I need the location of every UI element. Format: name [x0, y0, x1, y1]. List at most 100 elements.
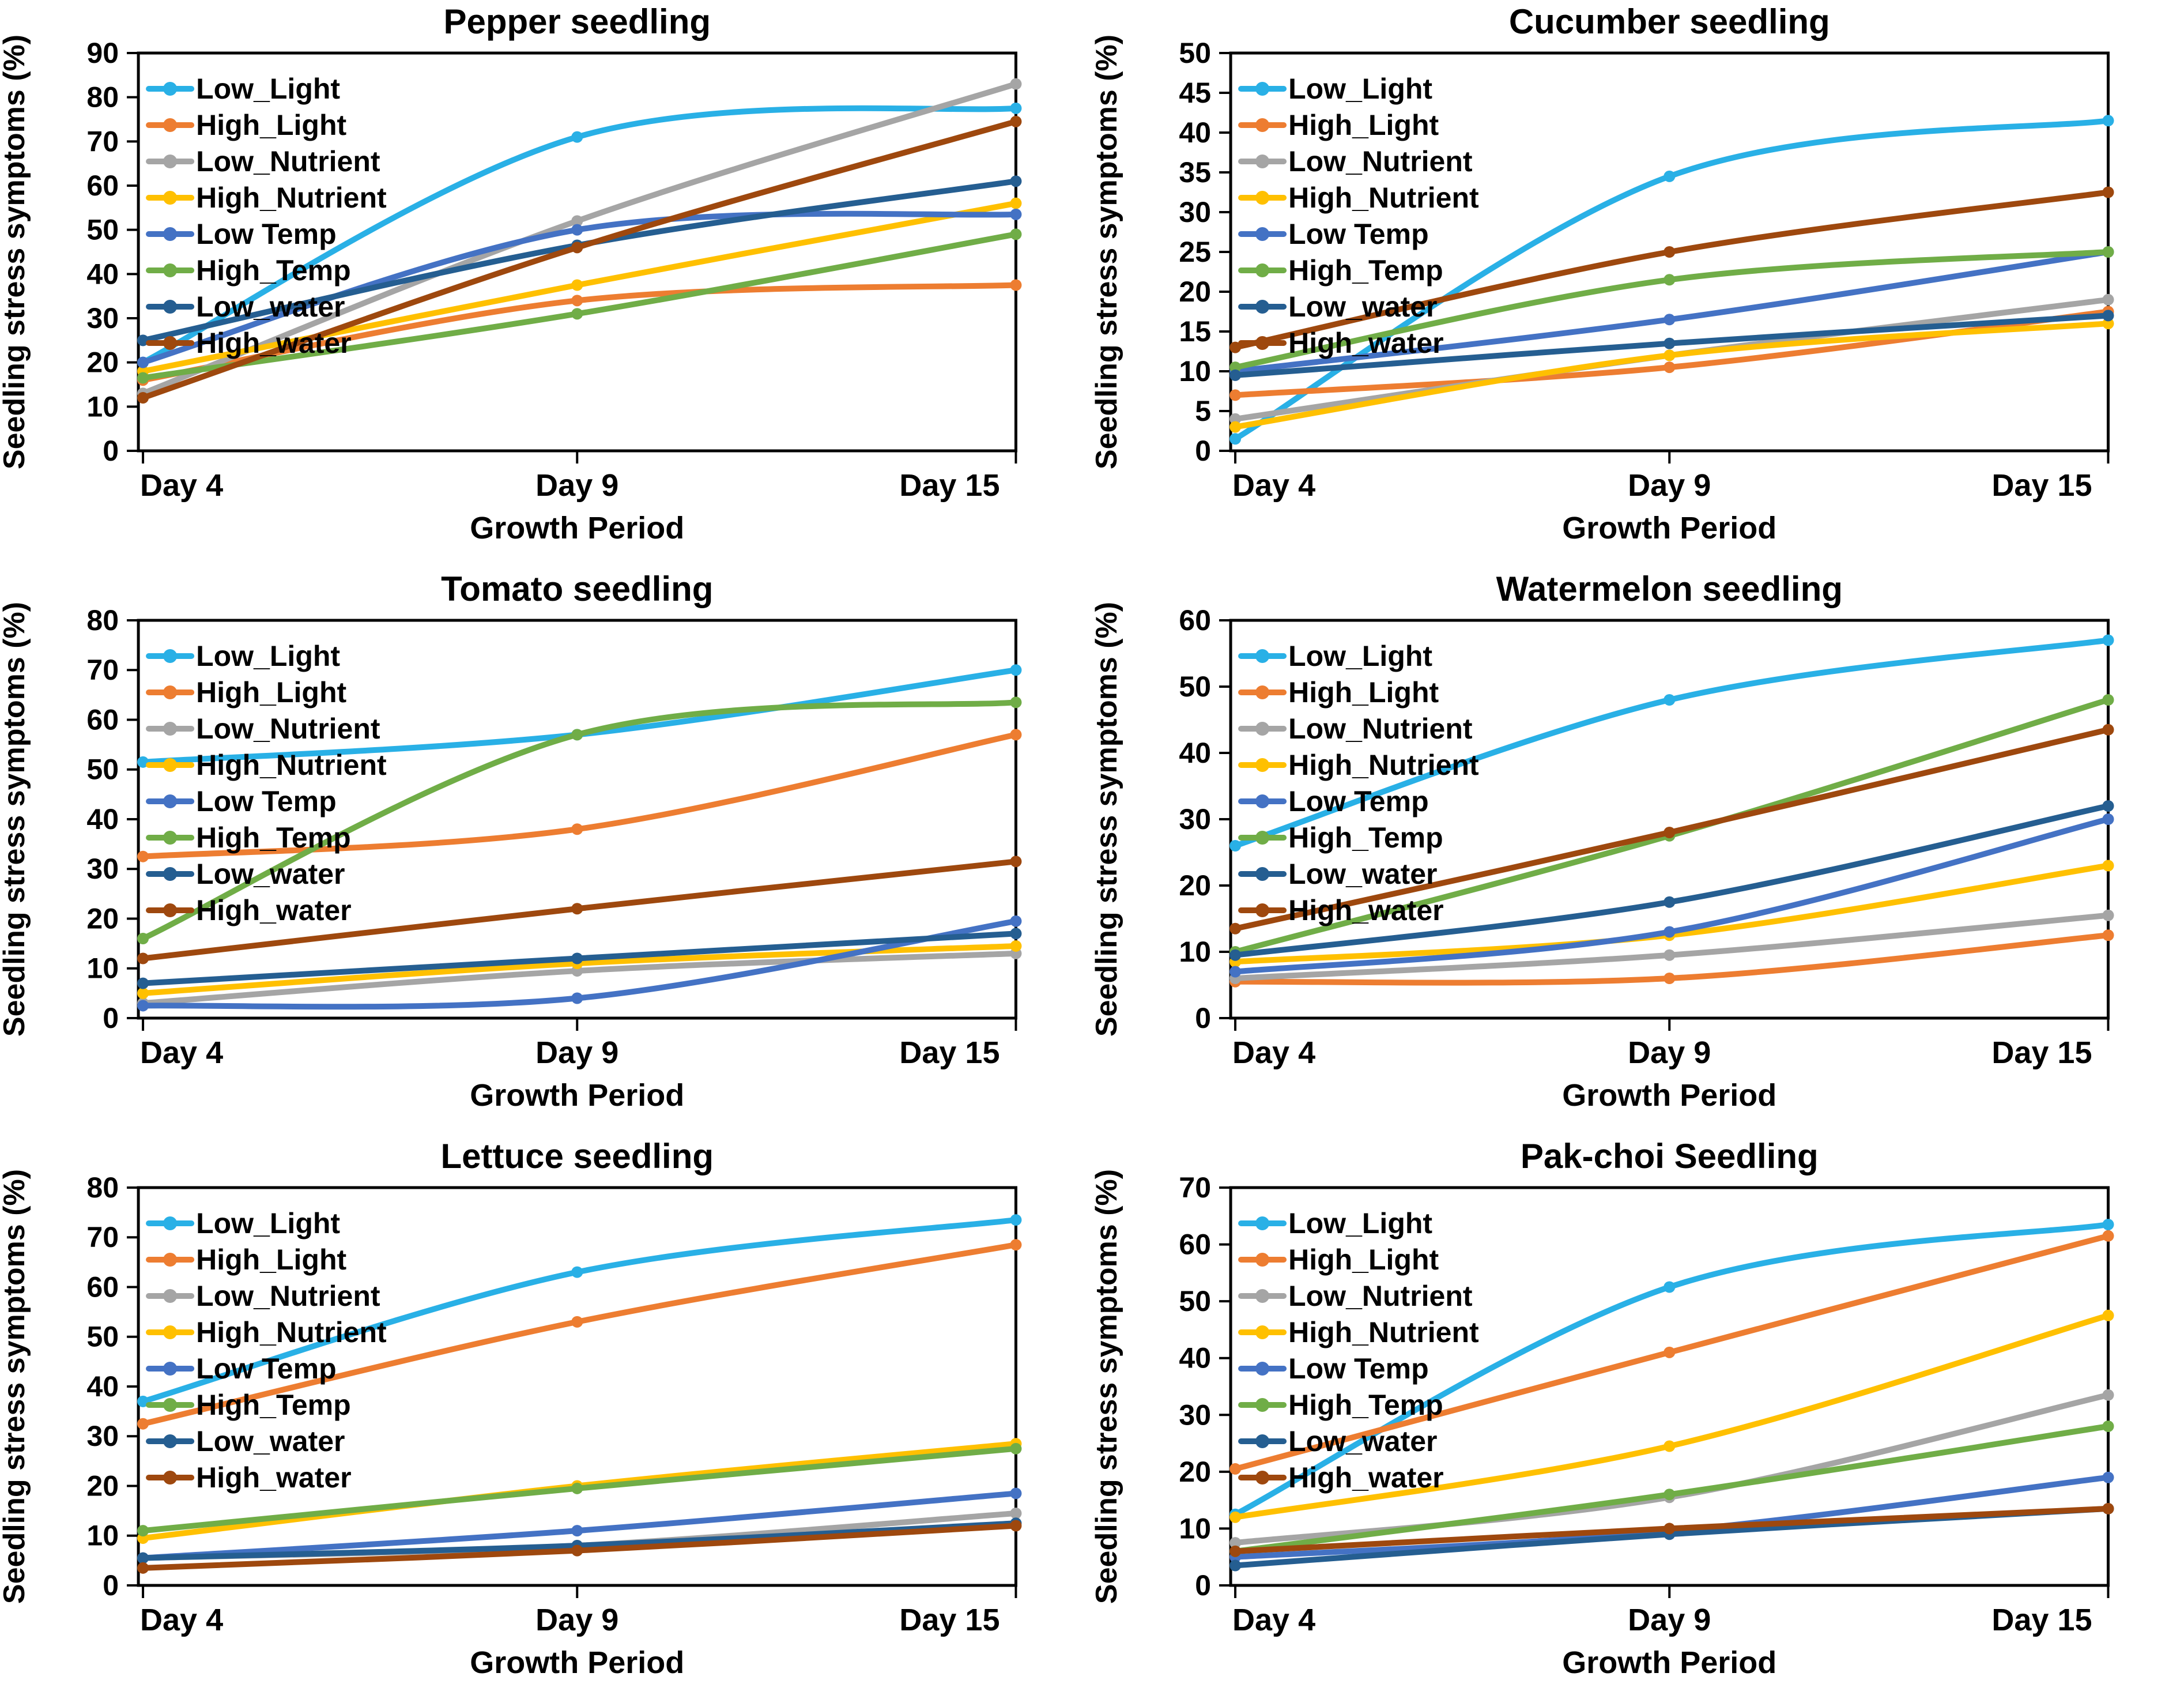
y-tick-label: 70: [86, 1221, 119, 1253]
data-point-marker: [137, 933, 149, 944]
data-point-marker: [571, 295, 583, 307]
y-tick-label: 50: [1179, 670, 1211, 703]
y-tick-label: 50: [86, 1321, 119, 1353]
legend-label: Low_Nutrient: [1288, 713, 1473, 745]
panel-pakchoi-seedling: Pak-choi Seedling 0 10 20 30 40 50 60 70 Day 4 Day…: [1092, 1135, 2184, 1702]
legend-marker-icon: [1255, 1289, 1269, 1303]
legend-label: High_water: [196, 327, 352, 359]
legend-label: High_Nutrient: [1288, 749, 1479, 781]
x-tick-label: Day 4: [1232, 468, 1315, 503]
data-point-marker: [1010, 915, 1022, 927]
pepper-seedling-chart: Pepper seedling 0 10 20 30 40 50 60 70 80 90 Day 4 D…: [0, 2, 1022, 545]
data-point-marker: [1010, 102, 1022, 114]
legend-marker-icon: [163, 300, 178, 314]
data-point-marker: [137, 1395, 149, 1407]
data-point-marker: [2102, 246, 2114, 258]
watermelon-seedling-chart: Watermelon seedling 0 10 20 30 40 50 60 Day 4 Day…: [1092, 570, 2114, 1113]
x-tick-label: Day 4: [140, 468, 223, 503]
legend-label: Low_Light: [196, 1207, 340, 1239]
y-tick-label: 30: [86, 853, 119, 885]
data-point-marker: [2102, 724, 2114, 736]
x-tick-label: Day 15: [899, 1603, 999, 1637]
data-point-marker: [1663, 170, 1675, 182]
data-point-marker: [571, 1544, 583, 1557]
legend-label: High_Light: [196, 109, 346, 141]
y-tick-label: 20: [1179, 1456, 1211, 1488]
legend-marker-icon: [163, 1216, 178, 1230]
y-tick-label: 50: [1179, 1285, 1211, 1317]
y-tick-label: 50: [86, 214, 119, 246]
legend-marker-icon: [163, 82, 178, 96]
data-point-marker: [1663, 1281, 1675, 1293]
legend-label: High_Temp: [1288, 1389, 1443, 1421]
data-point-marker: [1229, 389, 1241, 401]
y-tick-label: 10: [1179, 355, 1211, 387]
cucumber-seedling-chart: Cucumber seedling 0 5 10 15 20 25 30 35 40 45 50 Day…: [1092, 2, 2114, 545]
legend-marker-icon: [1255, 300, 1269, 314]
data-point-marker: [1010, 228, 1022, 240]
legend-marker-icon: [1255, 794, 1269, 808]
data-point-marker: [1010, 729, 1022, 741]
data-point-marker: [571, 729, 583, 741]
legend-label: Low_water: [196, 858, 345, 890]
legend-label: High_water: [196, 1461, 352, 1494]
data-point-marker: [1663, 361, 1675, 374]
data-point-marker: [1229, 433, 1241, 445]
y-tick-label: 20: [86, 346, 119, 379]
y-tick-label: 45: [1179, 77, 1211, 109]
legend-label: High_water: [1288, 894, 1444, 926]
y-tick-label: 80: [86, 1171, 119, 1204]
data-point-marker: [1663, 1489, 1675, 1501]
data-point-marker: [571, 242, 583, 254]
data-point-marker: [1010, 197, 1022, 209]
legend-marker-icon: [163, 191, 178, 205]
x-tick-label: Day 15: [1991, 468, 2092, 503]
legend-label: High_Light: [1288, 109, 1439, 141]
legend-marker-icon: [163, 903, 178, 917]
panel-pepper-seedling: Pepper seedling 0 10 20 30 40 50 60 70 80 90 Day 4 D…: [0, 0, 1092, 567]
data-point-marker: [2102, 1219, 2114, 1231]
data-point-marker: [1010, 1214, 1022, 1226]
data-point-marker: [2102, 929, 2114, 941]
legend-marker-icon: [163, 794, 178, 808]
data-point-marker: [2102, 310, 2114, 322]
data-point-marker: [571, 279, 583, 291]
legend-marker-icon: [1255, 867, 1269, 881]
data-point-marker: [1229, 341, 1241, 353]
legend-marker-icon: [1255, 758, 1269, 772]
y-tick-label: 20: [86, 903, 119, 935]
y-tick-label: 80: [86, 81, 119, 114]
chart-title: Tomato seedling: [441, 570, 713, 608]
legend-marker-icon: [163, 336, 178, 350]
legend-label: Low_water: [1288, 291, 1437, 323]
legend-label: High_water: [1288, 1461, 1444, 1494]
data-point-marker: [571, 903, 583, 915]
x-tick-label: Day 15: [899, 468, 999, 503]
data-point-marker: [137, 1552, 149, 1564]
y-tick-label: 10: [86, 1520, 119, 1552]
legend-label: High_Temp: [1288, 822, 1443, 854]
y-tick-label: 0: [1195, 1002, 1211, 1034]
legend-marker-icon: [1255, 263, 1269, 277]
legend-label: Low_Light: [1288, 640, 1432, 672]
x-tick-label: Day 4: [140, 1035, 223, 1070]
data-point-marker: [571, 952, 583, 964]
panel-cucumber-seedling: Cucumber seedling 0 5 10 15 20 25 30 35 40 45 50 Day…: [1092, 0, 2184, 567]
legend-label: Low Temp: [1288, 218, 1429, 250]
data-point-marker: [571, 823, 583, 835]
x-axis-title: Growth Period: [470, 511, 684, 545]
x-tick-label: Day 9: [535, 1603, 618, 1637]
legend-marker-icon: [163, 155, 178, 168]
data-point-marker: [137, 356, 149, 368]
legend-marker-icon: [1255, 1253, 1269, 1267]
data-point-marker: [1010, 175, 1022, 187]
y-tick-label: 20: [1179, 276, 1211, 308]
data-point-marker: [571, 131, 583, 143]
legend-marker-icon: [1255, 1216, 1269, 1230]
legend-marker-icon: [163, 1471, 178, 1485]
data-point-marker: [137, 1525, 149, 1537]
data-point-marker: [2102, 1389, 2114, 1401]
y-tick-label: 70: [1179, 1171, 1211, 1204]
data-point-marker: [571, 992, 583, 1004]
